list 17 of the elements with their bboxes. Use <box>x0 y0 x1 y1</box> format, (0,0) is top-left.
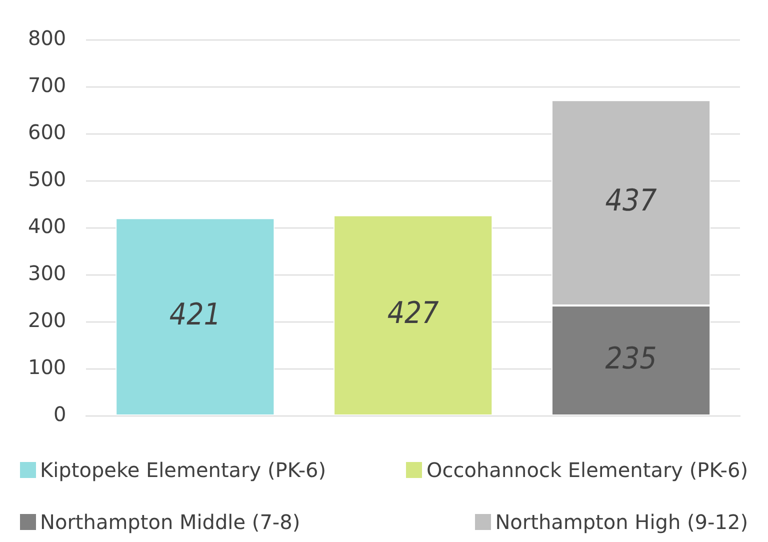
data-label: 235 <box>605 341 657 376</box>
data-label: 437 <box>605 184 657 219</box>
y-tick-label: 700 <box>28 73 66 98</box>
data-label: 427 <box>387 296 439 332</box>
y-tick-label: 100 <box>28 355 66 380</box>
legend-label: Northampton Middle (7-8) <box>40 510 300 534</box>
y-tick-label: 800 <box>28 26 66 50</box>
y-tick-label: 0 <box>53 402 66 426</box>
y-tick-label: 600 <box>28 120 66 144</box>
y-tick-label: 200 <box>28 308 66 332</box>
y-tick-label: 500 <box>28 167 66 192</box>
legend-label: Kiptopeke Elementary (PK-6) <box>40 458 326 482</box>
data-label: 421 <box>169 298 221 333</box>
y-tick-label: 400 <box>28 214 66 238</box>
y-tick-label: 300 <box>28 261 66 286</box>
legend-label: Northampton High (9-12) <box>495 510 748 534</box>
legend-label: Occohannock Elementary (PK-6) <box>426 458 748 482</box>
